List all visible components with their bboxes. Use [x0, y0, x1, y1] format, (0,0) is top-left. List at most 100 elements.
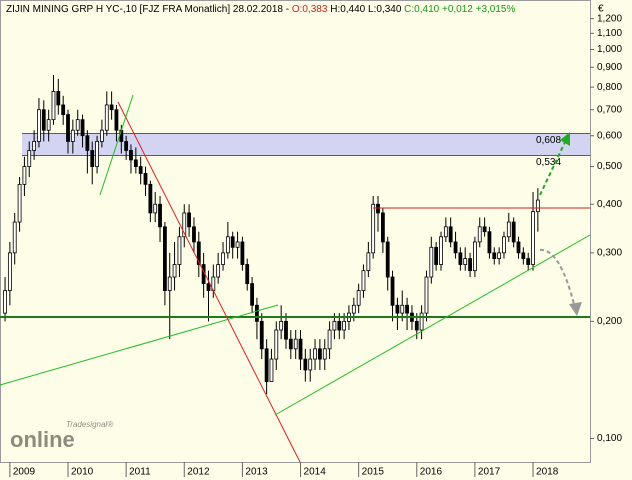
y-tick-label: 0,700: [597, 104, 622, 115]
candle-body: [41, 109, 46, 131]
candle-body: [99, 129, 104, 142]
y-tick-label: 1,100: [597, 28, 622, 39]
watermark-brand: Tradesignal®: [66, 420, 113, 429]
candle-body: [511, 221, 516, 243]
x-tick-label: 2012: [187, 467, 210, 478]
drawings: [0, 94, 591, 463]
level-label: 0,608: [536, 135, 561, 146]
candle-body: [308, 358, 313, 371]
candle-body: [230, 236, 235, 248]
candle-body: [395, 304, 400, 314]
candle-body: [526, 258, 531, 265]
candle-body: [274, 329, 279, 360]
candle-body: [342, 320, 347, 331]
arrow-head: [560, 132, 570, 146]
candle-body: [104, 104, 109, 131]
candle-body: [337, 320, 342, 331]
candle-body: [259, 320, 264, 350]
candle-body: [245, 264, 250, 285]
candle-body: [322, 348, 327, 360]
y-tick-label: 0,600: [597, 130, 622, 141]
candle-body: [380, 212, 385, 243]
trend-line: [99, 94, 134, 196]
candle-body: [70, 129, 75, 142]
forecast-arrow-up: [539, 139, 567, 196]
x-tick-label: 2015: [362, 467, 385, 478]
candle-body: [143, 173, 148, 185]
candle-body: [477, 226, 482, 243]
x-tick-label: 2017: [478, 467, 501, 478]
candle-body: [502, 236, 506, 254]
candle-body: [293, 338, 298, 350]
y-tick-label: 0,500: [597, 161, 622, 172]
candle-body: [400, 304, 405, 314]
candle-body: [172, 264, 177, 278]
watermark: Tradesignal® online: [10, 420, 113, 452]
candle-body: [458, 252, 463, 265]
x-tick-label: 2018: [536, 467, 559, 478]
candle-body: [114, 109, 119, 131]
x-tick-label: 2009: [13, 467, 36, 478]
forecast-arrow-down: [539, 248, 576, 309]
arrow-head: [569, 302, 582, 316]
candle-body: [32, 141, 37, 151]
candle-body: [153, 203, 158, 214]
candle-body: [158, 203, 162, 228]
candle-body: [535, 199, 540, 212]
level-label: 0,534: [536, 157, 561, 168]
candle-body: [3, 290, 7, 314]
candle-body: [216, 264, 221, 278]
candle-body: [303, 358, 308, 371]
candle-body: [225, 236, 230, 254]
candle-body: [22, 166, 27, 185]
candle-body: [414, 320, 419, 331]
candle-body: [12, 221, 17, 254]
y-tick-label: 0,900: [597, 62, 622, 73]
candle-body: [516, 241, 521, 254]
candle-body: [138, 166, 143, 174]
plot-layer: 0,608 0,534: [3, 74, 590, 395]
candle-body: [351, 304, 356, 314]
y-tick-label: 0,300: [597, 248, 622, 259]
candle-body: [361, 270, 366, 291]
candle-body: [366, 252, 371, 272]
candle-body: [235, 241, 240, 248]
candle-body: [317, 348, 322, 360]
x-tick-label: 2010: [71, 467, 94, 478]
trend-line: [0, 304, 279, 386]
candle-body: [453, 241, 458, 254]
level-band: [22, 133, 590, 156]
candle-body: [356, 290, 361, 306]
candle-body: [497, 252, 502, 259]
downtrend-line: [117, 101, 301, 463]
candle-body: [376, 203, 380, 214]
candle-body: [443, 226, 448, 238]
candle-body: [390, 276, 395, 306]
candle-body: [167, 276, 172, 291]
x-tick-label: 2014: [304, 467, 327, 478]
candle-body: [17, 183, 22, 223]
candle-body: [313, 348, 317, 360]
candle-body: [51, 91, 56, 121]
candle-body: [66, 114, 70, 142]
y-tick-label: 0,100: [597, 433, 622, 444]
header-hl: H:0,440 L:0,340: [327, 4, 404, 15]
candle-body: [419, 312, 424, 331]
candle-body: [56, 91, 61, 106]
candle-body: [434, 246, 439, 265]
candle-body: [182, 212, 187, 238]
candle-body: [473, 241, 477, 272]
candle-body: [196, 241, 201, 265]
candle-body: [487, 231, 492, 254]
chart-header: ZIJIN MINING GRP H YC-,10 [FJZ FRA Monat…: [6, 4, 515, 15]
candle-body: [109, 104, 114, 111]
candle-body: [7, 252, 12, 291]
candle-body: [61, 104, 66, 116]
candle-body: [298, 338, 303, 360]
candle-body: [163, 226, 167, 291]
candle-body: [279, 320, 284, 331]
candle-body: [75, 119, 80, 131]
candle-body: [250, 283, 255, 306]
